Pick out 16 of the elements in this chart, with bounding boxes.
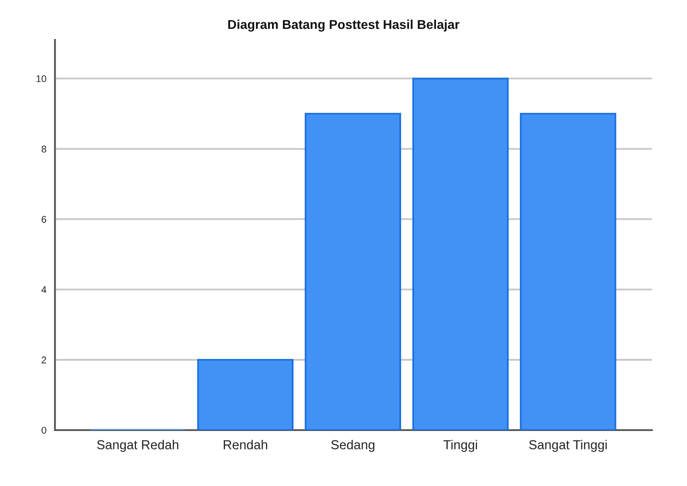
y-tick-label: 4 [41, 286, 46, 293]
bar [412, 78, 509, 430]
bar [304, 112, 402, 430]
x-tick-label: Sedang [331, 440, 374, 452]
y-tick-label: 10 [36, 75, 46, 82]
y-tick-label: 2 [42, 356, 46, 364]
x-tick-label: Tinggi [443, 440, 477, 452]
y-tick-label: 8 [42, 146, 46, 152]
chart-title: Diagram Batang Posttest Hasil Belajar [228, 20, 460, 32]
bar [520, 112, 616, 430]
x-tick-label: Rendah [224, 440, 268, 450]
x-tick-label: Sangat Tinggi [529, 440, 607, 452]
bar [197, 358, 294, 430]
x-tick-label: Sangat Redah [97, 440, 178, 452]
y-tick-label: 0 [42, 426, 46, 434]
y-tick-label: 6 [42, 216, 46, 223]
